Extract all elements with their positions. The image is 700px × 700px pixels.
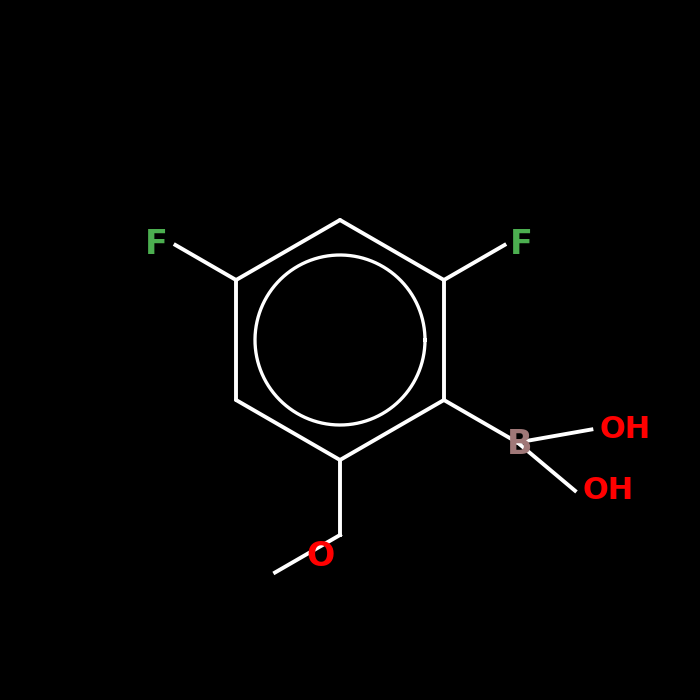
Text: F: F	[510, 228, 533, 262]
Text: OH: OH	[583, 476, 634, 505]
Text: O: O	[307, 540, 335, 573]
Text: OH: OH	[599, 415, 650, 444]
Text: F: F	[145, 228, 167, 262]
Text: B: B	[507, 428, 532, 461]
